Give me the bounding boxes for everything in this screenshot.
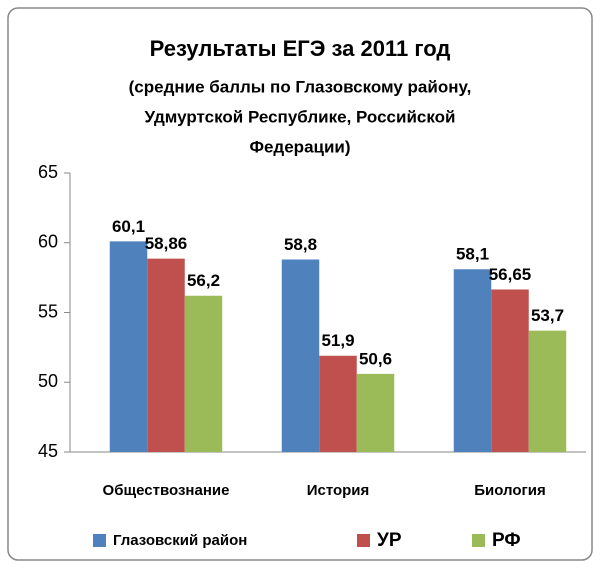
data-label: 56,65 xyxy=(489,265,532,284)
y-tick-label: 60 xyxy=(38,232,58,252)
data-label: 56,2 xyxy=(187,271,220,290)
chart-subtitle: Удмуртской Республике, Российской xyxy=(145,107,456,126)
bar xyxy=(453,269,492,452)
data-label: 53,7 xyxy=(531,306,564,325)
legend-label: УР xyxy=(377,530,402,551)
bar xyxy=(147,258,185,452)
data-label: 50,6 xyxy=(359,349,392,368)
legend-label: РФ xyxy=(492,530,521,551)
legend-swatch xyxy=(93,534,106,547)
bar xyxy=(356,373,395,452)
data-label: 58,8 xyxy=(284,235,317,254)
data-label: 58,1 xyxy=(456,245,489,264)
y-tick-label: 55 xyxy=(38,301,58,321)
bar xyxy=(319,355,357,452)
legend-swatch xyxy=(357,534,370,547)
chart-title: Результаты ЕГЭ за 2011 год xyxy=(150,36,451,61)
bar xyxy=(281,259,320,452)
y-tick-label: 45 xyxy=(38,441,58,461)
legend-label: Глазовский район xyxy=(113,532,247,549)
data-label: 51,9 xyxy=(321,331,354,350)
bar xyxy=(491,289,529,452)
data-label: 58,86 xyxy=(145,234,188,253)
y-tick-label: 50 xyxy=(38,371,58,391)
bar xyxy=(109,241,148,452)
bar xyxy=(184,295,223,452)
bar xyxy=(528,330,567,452)
x-tick-label: Обществознание xyxy=(103,482,230,499)
chart-subtitle: Федерации) xyxy=(249,137,350,156)
x-tick-label: История xyxy=(307,482,370,499)
data-label: 60,1 xyxy=(112,217,145,236)
x-tick-label: Биология xyxy=(474,482,546,499)
chart-subtitle: (средние баллы по Глазовскому району, xyxy=(129,77,472,96)
legend-swatch xyxy=(472,534,485,547)
y-tick-label: 65 xyxy=(38,162,58,182)
